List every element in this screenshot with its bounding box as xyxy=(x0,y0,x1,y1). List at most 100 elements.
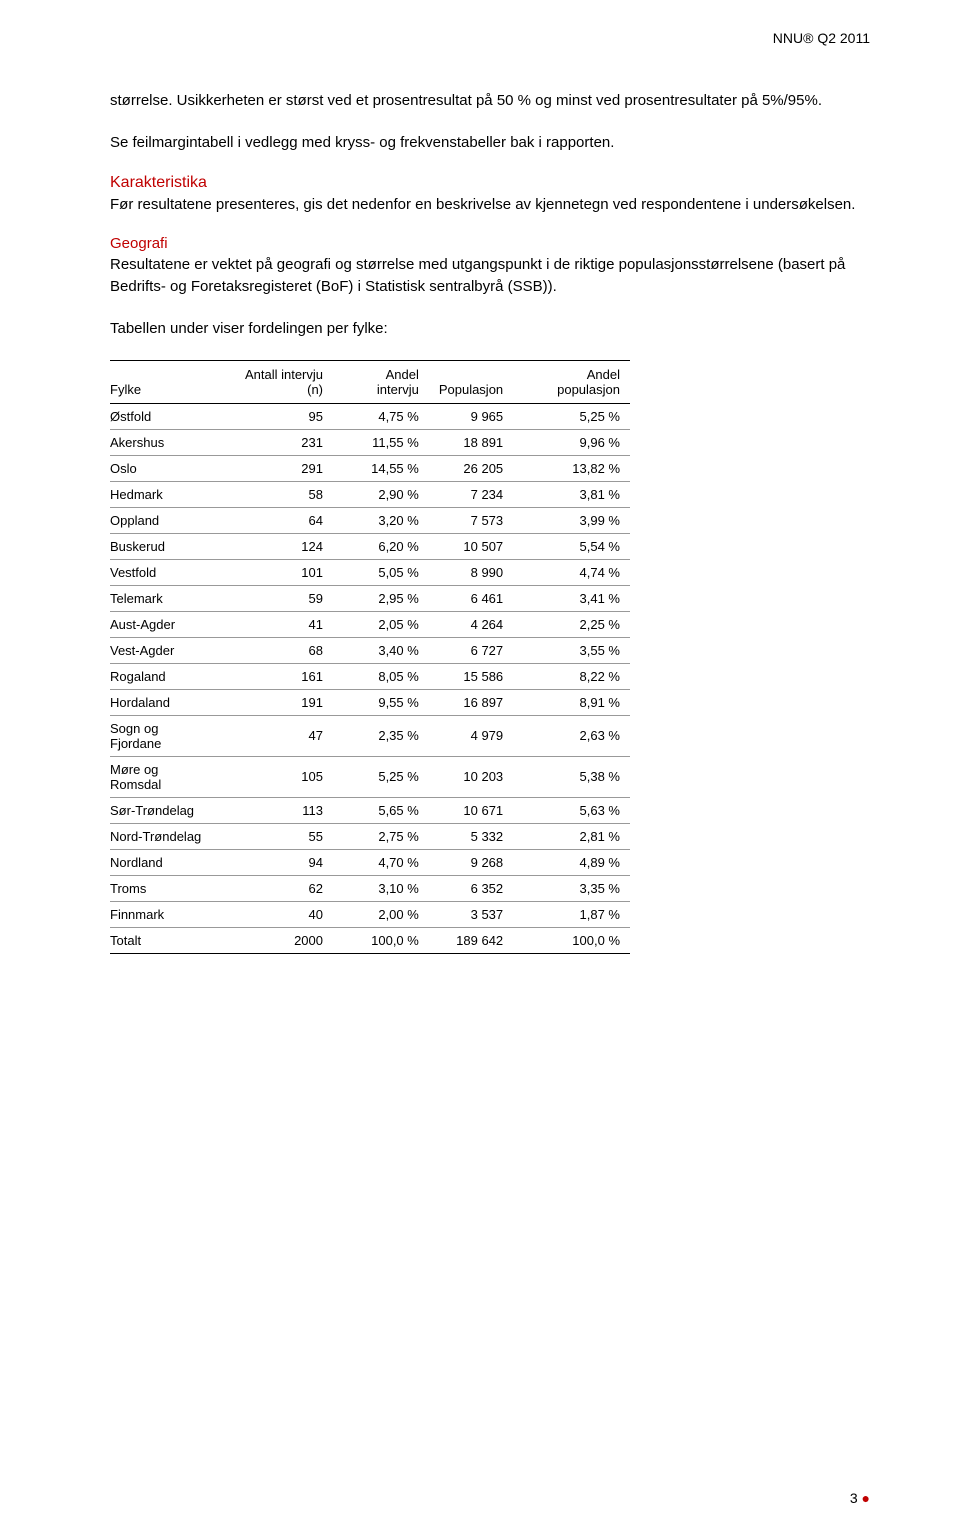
table-cell: 9,96 % xyxy=(513,429,630,455)
table-cell: 8 990 xyxy=(429,559,513,585)
table-cell: 11,55 % xyxy=(333,429,429,455)
table-cell: 16 897 xyxy=(429,689,513,715)
table-cell: 5 332 xyxy=(429,823,513,849)
table-row: Østfold954,75 %9 9655,25 % xyxy=(110,403,630,429)
table-cell: Buskerud xyxy=(110,533,220,559)
table-cell: 5,05 % xyxy=(333,559,429,585)
table-cell: 5,65 % xyxy=(333,797,429,823)
table-cell: 113 xyxy=(220,797,333,823)
table-cell: 2,05 % xyxy=(333,611,429,637)
table-row: Nordland944,70 %9 2684,89 % xyxy=(110,849,630,875)
table-row: Sør-Trøndelag1135,65 %10 6715,63 % xyxy=(110,797,630,823)
table-row: Nord-Trøndelag552,75 %5 3322,81 % xyxy=(110,823,630,849)
table-cell: 3,99 % xyxy=(513,507,630,533)
table-cell: Nordland xyxy=(110,849,220,875)
table-cell: 3,55 % xyxy=(513,637,630,663)
table-cell: 7 234 xyxy=(429,481,513,507)
table-cell: 2,95 % xyxy=(333,585,429,611)
table-row: Akershus23111,55 %18 8919,96 % xyxy=(110,429,630,455)
table-cell: 40 xyxy=(220,901,333,927)
page-number: 3 xyxy=(850,1490,858,1506)
table-cell: 15 586 xyxy=(429,663,513,689)
table-cell: Troms xyxy=(110,875,220,901)
table-cell: 5,63 % xyxy=(513,797,630,823)
table-cell: 9 965 xyxy=(429,403,513,429)
heading-karakteristika: Karakteristika xyxy=(110,174,870,192)
table-cell: 3,20 % xyxy=(333,507,429,533)
table-cell: 13,82 % xyxy=(513,455,630,481)
table-cell: 2,75 % xyxy=(333,823,429,849)
table-header-row: Fylke Antall intervju (n) Andel intervju… xyxy=(110,360,630,403)
table-cell: Oppland xyxy=(110,507,220,533)
table-cell: 5,25 % xyxy=(333,756,429,797)
table-row: Vestfold1015,05 %8 9904,74 % xyxy=(110,559,630,585)
table-row: Troms623,10 %6 3523,35 % xyxy=(110,875,630,901)
table-row: Oppland643,20 %7 5733,99 % xyxy=(110,507,630,533)
table-cell: 8,91 % xyxy=(513,689,630,715)
table-cell: Møre og Romsdal xyxy=(110,756,220,797)
table-cell: 5,38 % xyxy=(513,756,630,797)
col-andel-populasjon: Andel populasjon xyxy=(513,360,630,403)
table-cell: 2,35 % xyxy=(333,715,429,756)
table-cell: 4 264 xyxy=(429,611,513,637)
table-cell: Vestfold xyxy=(110,559,220,585)
table-body: Østfold954,75 %9 9655,25 %Akershus23111,… xyxy=(110,403,630,953)
table-cell: Sør-Trøndelag xyxy=(110,797,220,823)
table-cell: 1,87 % xyxy=(513,901,630,927)
table-row: Telemark592,95 %6 4613,41 % xyxy=(110,585,630,611)
table-cell: 64 xyxy=(220,507,333,533)
table-cell: 161 xyxy=(220,663,333,689)
table-cell: 231 xyxy=(220,429,333,455)
table-cell: 8,22 % xyxy=(513,663,630,689)
table-cell: 7 573 xyxy=(429,507,513,533)
table-cell: 101 xyxy=(220,559,333,585)
table-cell: 8,05 % xyxy=(333,663,429,689)
paragraph-geografi: Resultatene er vektet på geografi og stø… xyxy=(110,254,870,298)
table-cell: Hordaland xyxy=(110,689,220,715)
table-cell: 2000 xyxy=(220,927,333,953)
table-row: Finnmark402,00 %3 5371,87 % xyxy=(110,901,630,927)
table-cell: 41 xyxy=(220,611,333,637)
table-cell: 14,55 % xyxy=(333,455,429,481)
table-cell: 3,10 % xyxy=(333,875,429,901)
table-cell: 2,25 % xyxy=(513,611,630,637)
table-cell: 5,54 % xyxy=(513,533,630,559)
col-populasjon: Populasjon xyxy=(429,360,513,403)
table-cell: 9 268 xyxy=(429,849,513,875)
table-cell: 55 xyxy=(220,823,333,849)
table-cell: Hedmark xyxy=(110,481,220,507)
table-cell: 47 xyxy=(220,715,333,756)
table-cell: 68 xyxy=(220,637,333,663)
table-row: Hordaland1919,55 %16 8978,91 % xyxy=(110,689,630,715)
table-cell: Østfold xyxy=(110,403,220,429)
table-cell: 4,74 % xyxy=(513,559,630,585)
table-cell: 26 205 xyxy=(429,455,513,481)
table-cell: 2,63 % xyxy=(513,715,630,756)
table-row: Vest-Agder683,40 %6 7273,55 % xyxy=(110,637,630,663)
table-cell: 18 891 xyxy=(429,429,513,455)
table-cell: 94 xyxy=(220,849,333,875)
table-row: Aust-Agder412,05 %4 2642,25 % xyxy=(110,611,630,637)
table-cell: 3 537 xyxy=(429,901,513,927)
table-cell: 4,89 % xyxy=(513,849,630,875)
table-row: Hedmark582,90 %7 2343,81 % xyxy=(110,481,630,507)
bullet-icon: ● xyxy=(862,1490,870,1506)
table-cell: Oslo xyxy=(110,455,220,481)
table-cell: 10 671 xyxy=(429,797,513,823)
heading-geografi: Geografi xyxy=(110,235,870,252)
table-cell: 6,20 % xyxy=(333,533,429,559)
table-cell: 58 xyxy=(220,481,333,507)
table-cell: Telemark xyxy=(110,585,220,611)
table-cell: 95 xyxy=(220,403,333,429)
table-cell: 4,75 % xyxy=(333,403,429,429)
paragraph-karakteristika: Før resultatene presenteres, gis det ned… xyxy=(110,194,870,216)
table-cell: Vest-Agder xyxy=(110,637,220,663)
table-cell: 291 xyxy=(220,455,333,481)
table-row: Oslo29114,55 %26 20513,82 % xyxy=(110,455,630,481)
table-cell: 3,35 % xyxy=(513,875,630,901)
table-cell: Rogaland xyxy=(110,663,220,689)
table-cell: 3,40 % xyxy=(333,637,429,663)
table-cell: 105 xyxy=(220,756,333,797)
table-cell: Aust-Agder xyxy=(110,611,220,637)
table-total-row: Totalt2000100,0 %189 642100,0 % xyxy=(110,927,630,953)
